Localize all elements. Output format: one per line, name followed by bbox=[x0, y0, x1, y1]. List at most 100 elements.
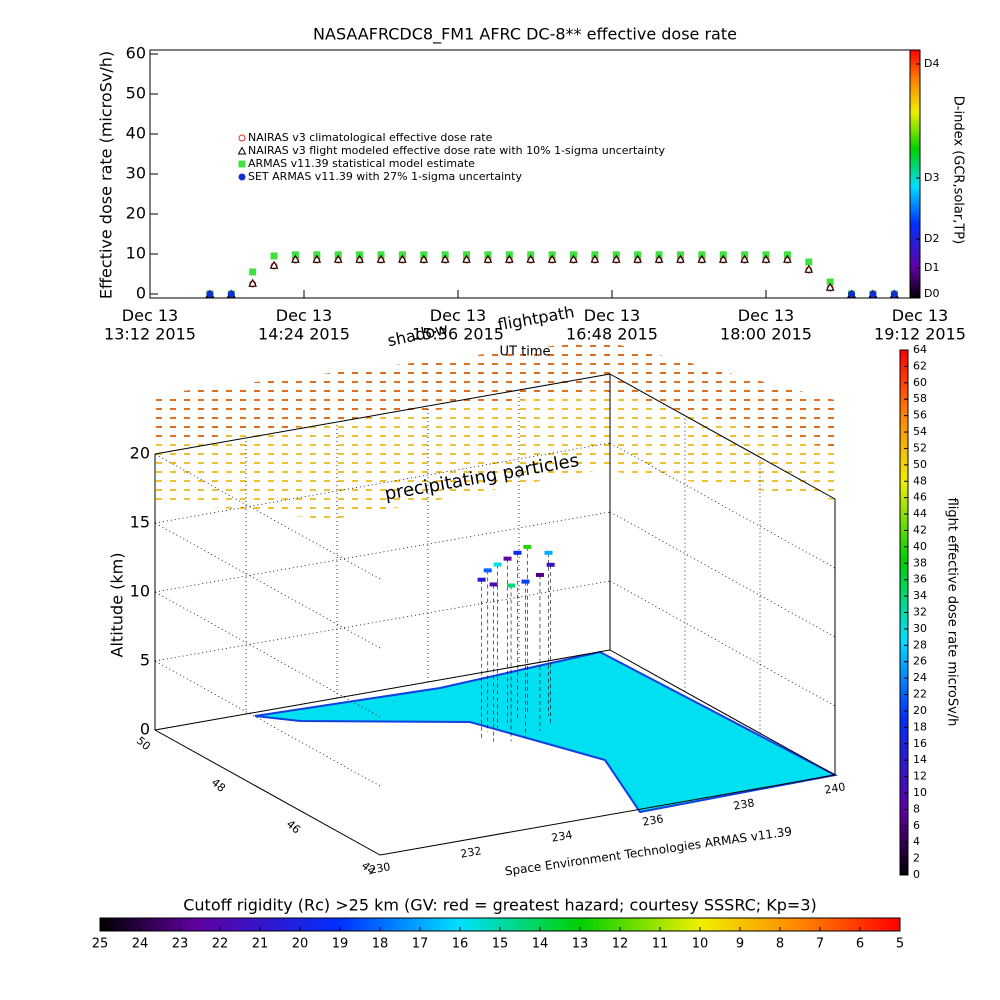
marker bbox=[676, 254, 685, 263]
marker bbox=[890, 290, 898, 298]
colorbar-tick-label: 62 bbox=[913, 359, 927, 372]
x-tick-label: 240 bbox=[823, 780, 846, 796]
colorbar-tick-label: D3 bbox=[924, 171, 939, 184]
colorbar-tick-label: 20 bbox=[913, 704, 927, 717]
colorbar-tick-label: 15 bbox=[492, 937, 509, 952]
marker bbox=[291, 254, 300, 263]
colorbar-tick-label: 44 bbox=[913, 507, 927, 520]
marker bbox=[826, 284, 834, 292]
colorbar-tick-label: 54 bbox=[913, 425, 927, 438]
legend-label: ARMAS v11.39 statistical model estimate bbox=[248, 157, 475, 170]
x-axis-label: UT time bbox=[500, 345, 551, 360]
grid-line bbox=[154, 591, 381, 718]
colorbar-tick-label: 8 bbox=[776, 937, 784, 952]
colorbar-tick-label: 16 bbox=[913, 737, 927, 750]
z-tick-label: 5 bbox=[140, 651, 150, 670]
marker bbox=[740, 254, 749, 263]
marker bbox=[291, 256, 299, 264]
colorbar-tick-label: 56 bbox=[913, 409, 927, 422]
colorbar bbox=[909, 49, 921, 299]
colorbar-tick-label: 48 bbox=[913, 474, 927, 487]
y-tick-label: 20 bbox=[126, 204, 146, 223]
x-tick-label: Dec 13 18:00 2015 bbox=[720, 306, 812, 343]
marker bbox=[591, 256, 599, 264]
flight-point bbox=[544, 550, 553, 555]
colorbar-tick-label: 46 bbox=[913, 491, 927, 504]
marker bbox=[270, 262, 278, 270]
z-tick-label: 10 bbox=[130, 582, 150, 601]
colorbar-tick-label: 32 bbox=[913, 606, 927, 619]
y-tick-label: 50 bbox=[126, 84, 146, 103]
flight-point bbox=[523, 544, 532, 549]
colorbar-tick-label: 26 bbox=[913, 655, 927, 668]
marker bbox=[805, 266, 813, 274]
y-tick-label: 48 bbox=[209, 776, 228, 795]
marker bbox=[783, 254, 792, 263]
colorbar-tick-label: 14 bbox=[913, 753, 927, 766]
y-tick-label: 46 bbox=[284, 817, 303, 836]
colorbar-tick-label: 42 bbox=[913, 523, 927, 536]
marker bbox=[762, 256, 770, 264]
marker bbox=[398, 254, 407, 263]
colorbar-tick-label: 17 bbox=[412, 937, 429, 952]
box-edge bbox=[379, 774, 836, 856]
colorbar-title: Cutoff rigidity (Rc) >25 km (GV: red = g… bbox=[183, 896, 817, 915]
x-tick-label: 236 bbox=[641, 812, 664, 828]
colorbar-tick-label: 60 bbox=[913, 376, 927, 389]
marker bbox=[654, 254, 664, 263]
colorbar-tick-label: 12 bbox=[612, 937, 629, 952]
marker bbox=[504, 254, 514, 263]
marker bbox=[612, 256, 620, 264]
colorbar-tick-label: 24 bbox=[132, 937, 149, 952]
x-tick-label: 238 bbox=[732, 796, 755, 812]
marker bbox=[741, 256, 749, 264]
colorbar-tick-label: 13 bbox=[572, 937, 589, 952]
colorbar-tick-label: 4 bbox=[913, 835, 920, 848]
flight-point bbox=[477, 577, 486, 582]
marker bbox=[249, 268, 257, 276]
marker bbox=[249, 280, 257, 288]
marker bbox=[869, 290, 877, 298]
colorbar-tick-label: 18 bbox=[913, 720, 927, 733]
colorbar-tick-label: 50 bbox=[913, 458, 927, 471]
colorbar-tick-label: 2 bbox=[913, 852, 920, 865]
marker bbox=[676, 256, 684, 264]
flight-point bbox=[513, 550, 522, 555]
colorbar-tick-label: 12 bbox=[913, 770, 927, 783]
annotation: flightpath bbox=[496, 302, 576, 334]
marker bbox=[633, 254, 643, 263]
marker bbox=[484, 256, 492, 264]
marker bbox=[655, 256, 663, 264]
marker bbox=[611, 254, 621, 263]
marker bbox=[569, 254, 578, 263]
marker bbox=[805, 258, 813, 266]
grid-line bbox=[154, 373, 611, 455]
colorbar-tick-label: 30 bbox=[913, 622, 927, 635]
grid-line bbox=[154, 660, 381, 787]
grid-line bbox=[609, 442, 836, 569]
chart-title: NASAAFRCDC8_FM1 AFRC DC-8** effective do… bbox=[313, 25, 737, 45]
colorbar-tick-label: 24 bbox=[913, 671, 927, 684]
grid-line bbox=[609, 580, 836, 707]
colorbar-tick-label: 52 bbox=[913, 441, 927, 454]
colorbar-tick-label: 16 bbox=[452, 937, 469, 952]
marker bbox=[698, 256, 706, 264]
marker bbox=[377, 256, 385, 264]
legend-marker bbox=[238, 160, 246, 168]
marker bbox=[783, 256, 791, 264]
y-tick-label: 0 bbox=[136, 284, 146, 303]
marker bbox=[590, 254, 600, 263]
legend-marker bbox=[238, 173, 246, 181]
marker bbox=[419, 254, 429, 263]
marker bbox=[463, 256, 471, 264]
y-tick-label: 40 bbox=[126, 124, 146, 143]
flight-point bbox=[535, 572, 544, 577]
flight-point bbox=[483, 568, 492, 573]
marker bbox=[206, 290, 214, 298]
marker bbox=[462, 254, 471, 263]
colorbar-tick-label: D0 bbox=[924, 287, 939, 300]
marker bbox=[848, 290, 856, 298]
marker bbox=[420, 256, 428, 264]
marker bbox=[334, 256, 342, 264]
colorbar-tick-label: 22 bbox=[212, 937, 229, 952]
